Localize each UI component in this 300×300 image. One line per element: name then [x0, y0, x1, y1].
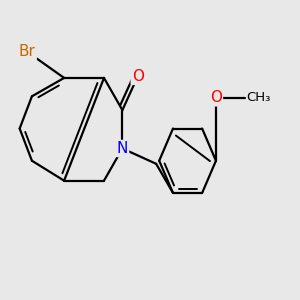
Text: O: O: [210, 90, 222, 105]
Text: Br: Br: [19, 44, 36, 59]
Text: O: O: [132, 69, 144, 84]
Text: N: N: [117, 141, 128, 156]
Text: CH₃: CH₃: [247, 92, 271, 104]
